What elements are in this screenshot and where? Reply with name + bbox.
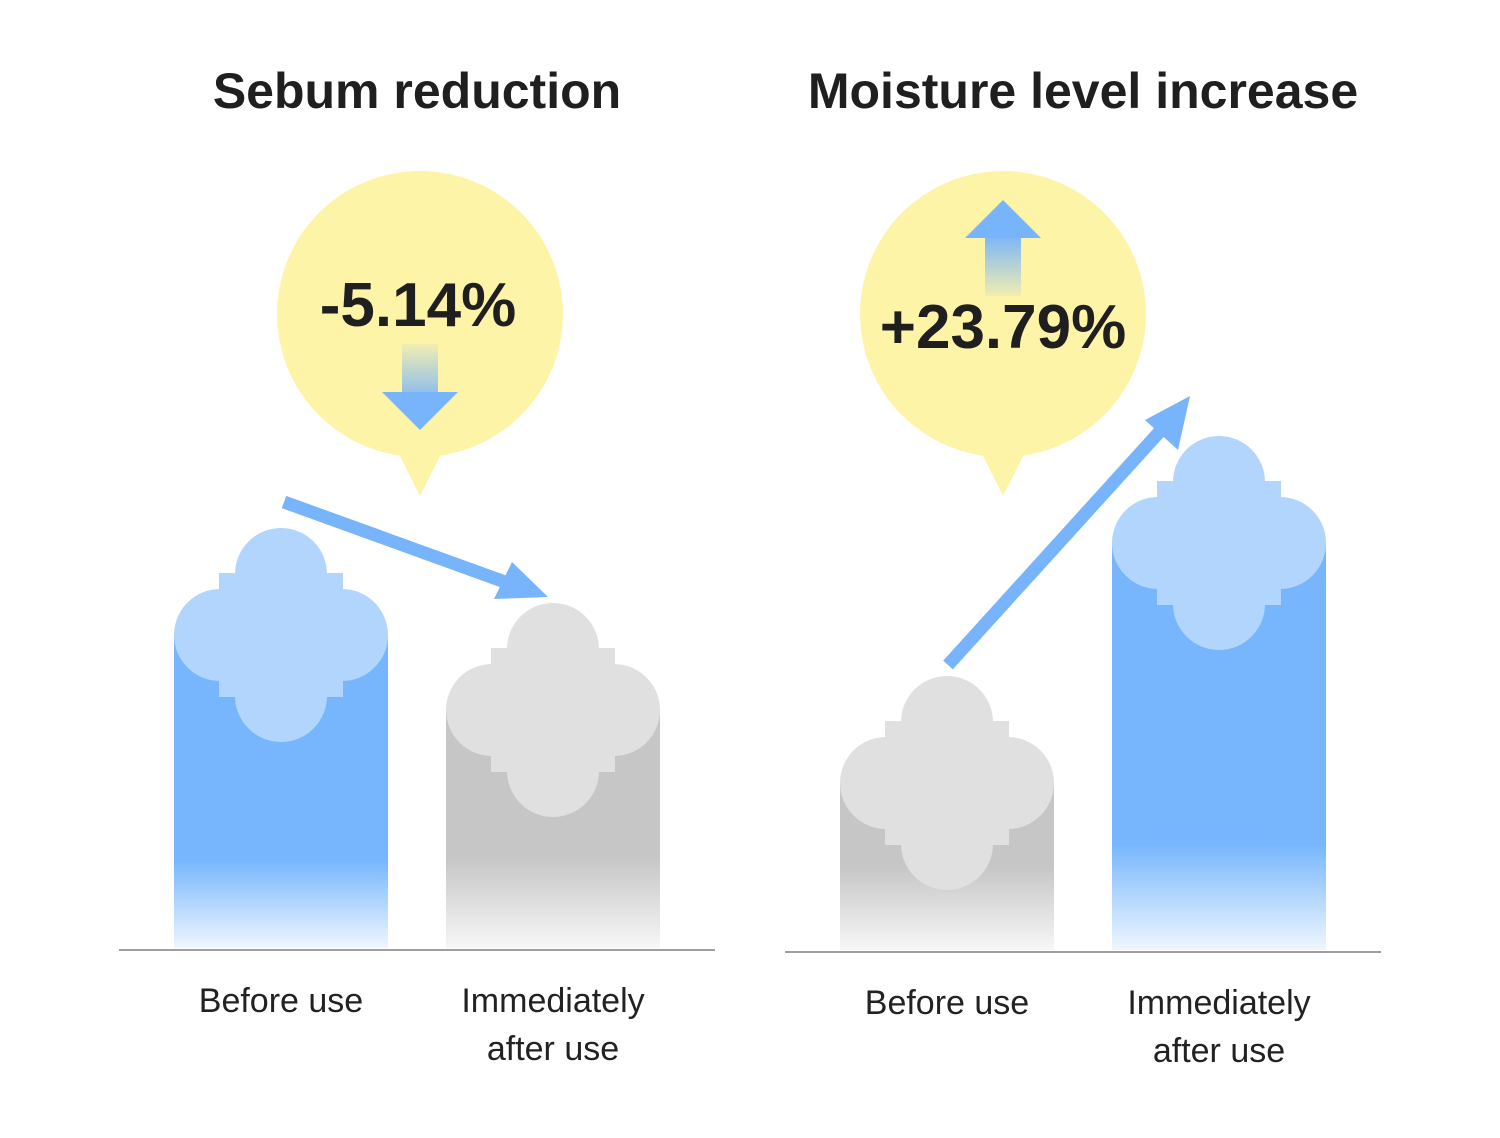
bars-group	[174, 528, 660, 948]
badge-pointer	[981, 452, 1025, 496]
clover-center	[885, 721, 1009, 845]
arrow-down-icon	[382, 344, 458, 430]
change-badge: -5.14%	[277, 171, 563, 496]
moisture-chart: Moisture level increase +23.79% Before u…	[785, 63, 1381, 1070]
x-tick-label-line: Before use	[199, 982, 363, 1020]
sebum-chart-panel: Sebum reduction -5.14% Before use Immedia…	[119, 63, 715, 1068]
clover-icon	[1112, 436, 1326, 650]
bar-after-use	[446, 603, 660, 948]
arrow-up-icon	[965, 200, 1041, 296]
trend-arrow-head	[494, 562, 548, 599]
change-value: -5.14%	[320, 271, 516, 340]
trend-arrow-line	[943, 423, 1168, 670]
bar-before-use	[174, 528, 388, 948]
arrow-head	[382, 392, 458, 430]
badge-circle	[277, 171, 563, 457]
x-tick-label: Immediately after use	[1127, 984, 1310, 1070]
clover-center	[1157, 481, 1281, 605]
x-tick-label-line: Immediately	[1127, 984, 1310, 1022]
change-value: +23.79%	[880, 293, 1127, 362]
clover-icon	[446, 603, 660, 817]
x-axis-labels: Before use Immediately after use	[865, 984, 1311, 1070]
trend-arrow-head	[1145, 396, 1190, 450]
chart-title: Moisture level increase	[808, 63, 1358, 119]
arrow-stem	[985, 234, 1021, 296]
chart-title: Sebum reduction	[213, 63, 621, 119]
bars-group	[840, 436, 1326, 950]
x-tick-label-line: after use	[487, 1030, 619, 1068]
x-tick-label-line: after use	[1153, 1032, 1285, 1070]
change-badge: +23.79%	[860, 171, 1146, 496]
x-tick-label: Before use	[865, 984, 1029, 1022]
x-axis-labels: Before use Immediately after use	[199, 982, 645, 1068]
x-tick-label: Immediately after use	[461, 982, 644, 1068]
sebum-chart: Sebum reduction -5.14% Before use Immedia…	[119, 63, 715, 1068]
bar-after-use	[1112, 436, 1326, 950]
clover-icon	[840, 676, 1054, 890]
badge-pointer	[398, 452, 442, 496]
arrow-head	[965, 200, 1041, 238]
moisture-chart-panel: Moisture level increase +23.79% Before u…	[750, 0, 1500, 1138]
clover-icon	[174, 528, 388, 742]
bar-before-use	[840, 676, 1054, 950]
x-tick-label-line: Before use	[865, 984, 1029, 1022]
trend-arrow-line	[281, 495, 508, 589]
x-tick-label: Before use	[199, 982, 363, 1020]
badge-circle	[860, 171, 1146, 457]
clover-center	[219, 573, 343, 697]
clover-center	[491, 648, 615, 772]
x-tick-label-line: Immediately	[461, 982, 644, 1020]
